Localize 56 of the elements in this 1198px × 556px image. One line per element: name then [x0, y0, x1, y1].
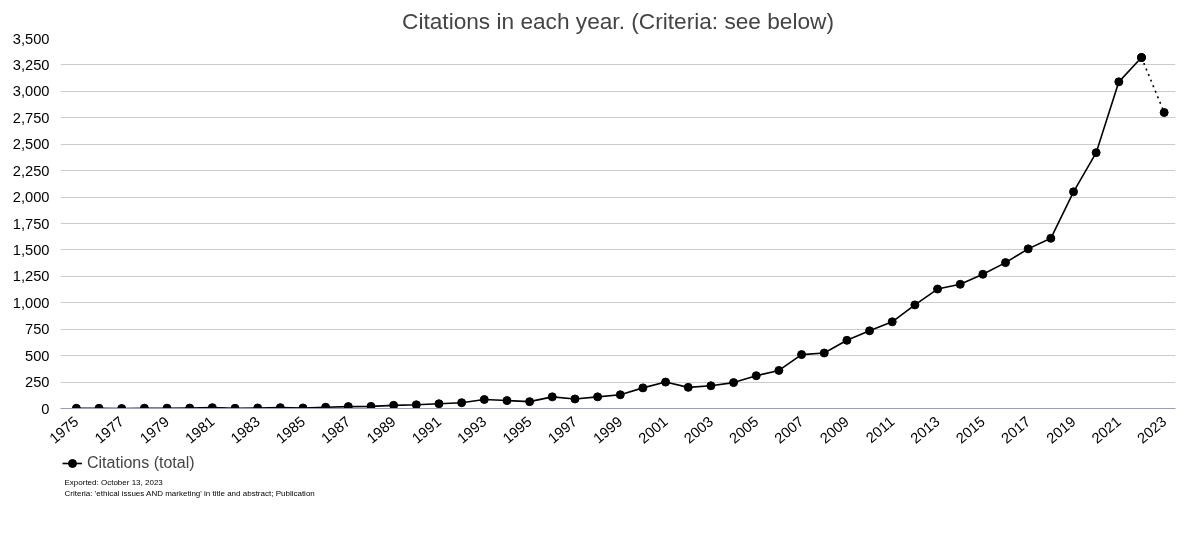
point [1159, 108, 1169, 117]
point [774, 365, 784, 375]
point [706, 381, 716, 391]
point [729, 378, 739, 388]
point [865, 326, 875, 336]
y-tick-label: 1,250 [12, 268, 50, 285]
y-tick-label: 250 [25, 374, 50, 391]
point [343, 402, 353, 409]
y-tick-label: 3,250 [12, 56, 50, 73]
point [593, 392, 603, 402]
y-tick-label: 2,000 [12, 189, 50, 206]
y-tick-label: 500 [25, 347, 50, 364]
text: Exported: October 13, 2023 [64, 477, 164, 487]
point [1046, 233, 1056, 243]
y-tick-label: 1,000 [12, 294, 50, 311]
y-tick-label: 3,500 [12, 30, 50, 47]
y-tick-label: 2,750 [12, 109, 50, 126]
point [683, 382, 693, 392]
point [955, 279, 965, 289]
point [797, 350, 807, 360]
y-tick-label: 2,250 [12, 162, 50, 179]
point [321, 402, 331, 409]
point [411, 400, 421, 409]
point [389, 400, 399, 409]
y-tick-label: 2,500 [12, 136, 50, 153]
chart-title: Citations in each year. (Criteria: see below) [402, 7, 834, 34]
y-tick-label: 1,500 [12, 241, 50, 258]
point [1091, 148, 1101, 158]
text: Criteria: 'ethical issues AND marketing' in title and abstract; Publication [64, 488, 315, 498]
point [978, 269, 988, 279]
point [638, 383, 648, 393]
point [547, 392, 557, 402]
point [525, 397, 535, 407]
point [661, 377, 671, 387]
point [1069, 187, 1079, 197]
y-tick-label: 1,750 [12, 215, 50, 232]
point [1023, 244, 1033, 254]
point [457, 398, 467, 408]
point [751, 371, 761, 381]
legend-label: Citations (total) [87, 454, 195, 472]
point [479, 395, 489, 405]
y-tick-label: 750 [25, 321, 50, 338]
point [434, 399, 444, 409]
point [819, 348, 829, 358]
point [910, 300, 920, 310]
point [933, 284, 943, 294]
y-tick-label: 3,000 [12, 83, 50, 100]
point [842, 335, 852, 345]
point [366, 401, 376, 409]
y-tick-label: 0 [41, 400, 50, 417]
point [1001, 258, 1011, 268]
point [615, 390, 625, 400]
point [1114, 77, 1124, 87]
point [887, 317, 897, 327]
point [570, 394, 580, 404]
point [502, 396, 512, 406]
